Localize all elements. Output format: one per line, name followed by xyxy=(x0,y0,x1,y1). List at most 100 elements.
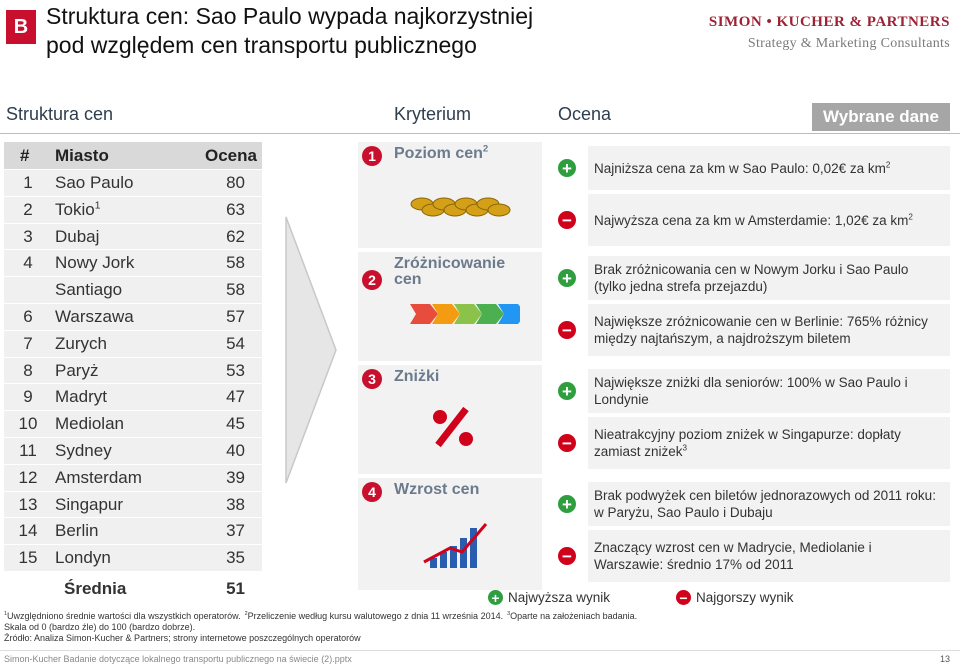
criterion-text: Wzrost cen xyxy=(394,481,480,498)
city: Mediolan xyxy=(55,414,124,434)
data-text: Najwyższa cena za km w Amsterdamie: 1,02… xyxy=(594,212,913,229)
criterion-number: 3 xyxy=(362,369,382,389)
row-bg xyxy=(4,491,262,518)
city-name: Warszawa xyxy=(55,307,134,326)
data-item: Znaczący wzrost cen w Madrycie, Mediolan… xyxy=(588,530,950,582)
row-bg xyxy=(4,330,262,357)
city: Dubaj xyxy=(55,227,99,247)
footnote-text: Uwzględniono średnie wartości dla wszyst… xyxy=(7,611,241,621)
rating-icon: − xyxy=(558,321,576,339)
criterion-label: Wzrost cen xyxy=(394,482,524,498)
footnote-text: Oparte na założeniach badania. xyxy=(510,611,638,621)
column-header: Ocena xyxy=(205,146,257,165)
city: Sao Paulo xyxy=(55,173,133,193)
criterion-bg xyxy=(358,365,542,474)
criterion-text: Zróżnicowanie cen xyxy=(394,255,506,288)
legend-icon: + xyxy=(488,590,503,605)
city: Singapur xyxy=(55,495,123,515)
score: 47 xyxy=(226,387,245,407)
data-text-body: Nieatrakcyjny poziom zniżek w Singapurze… xyxy=(594,427,901,459)
score: 53 xyxy=(226,360,245,380)
data-text-body: Brak zróżnicowania cen w Nowym Jorku i S… xyxy=(594,262,909,294)
row-bg xyxy=(4,170,262,196)
footnote-number: 1 xyxy=(4,611,7,617)
city-name: Amsterdam xyxy=(55,467,142,487)
rising-arrow xyxy=(423,523,488,564)
row-bg xyxy=(4,277,262,303)
percent-dot xyxy=(459,432,473,446)
footnotes: 1Uwzględniono średnie wartości dla wszys… xyxy=(4,611,641,621)
city-name: Madryt xyxy=(55,387,107,407)
zone-arrow xyxy=(454,304,482,324)
row-bg xyxy=(4,438,262,464)
zone-arrow xyxy=(476,304,504,324)
footer-rule xyxy=(0,650,960,651)
data-text: Największe zróżnicowanie cen w Berlinie:… xyxy=(594,313,944,347)
data-item: Brak podwyżek cen biletów jednorazowych … xyxy=(588,482,950,526)
score: 62 xyxy=(226,226,245,246)
rank: 1 xyxy=(23,173,33,192)
row-bg xyxy=(4,250,262,277)
score: 54 xyxy=(226,333,245,353)
rank: 4 xyxy=(23,253,33,273)
city: Londyn xyxy=(55,548,111,568)
title-line: pod względem cen transportu publicznego xyxy=(46,32,477,58)
data-text: Nieatrakcyjny poziom zniżek w Singapurze… xyxy=(594,426,944,460)
legend-label: Najwyższa wynik xyxy=(508,590,611,605)
criterion-text: Zniżki xyxy=(394,368,440,385)
data-item: Brak zróżnicowania cen w Nowym Jorku i S… xyxy=(588,256,950,300)
footnote-ref: 2 xyxy=(885,160,891,169)
footnote-text: Przeliczenie według kursu walutowego z d… xyxy=(247,611,504,621)
data-text: Brak zróżnicowania cen w Nowym Jorku i S… xyxy=(594,261,944,295)
score: 37 xyxy=(226,521,245,541)
score: 80 xyxy=(226,173,245,192)
page-number: 13 xyxy=(939,654,950,664)
city: Madryt xyxy=(55,387,107,407)
data-text-body: Znaczący wzrost cen w Madrycie, Mediolan… xyxy=(594,540,872,572)
percent-dot xyxy=(433,410,447,424)
criterion-number: 1 xyxy=(362,146,382,166)
data-item: Największe zróżnicowanie cen w Berlinie:… xyxy=(588,304,950,356)
criterion-number: 4 xyxy=(362,482,382,502)
logo-tagline: Strategy & Marketing Consultants xyxy=(747,36,950,51)
criterion-illustration xyxy=(423,523,488,568)
average-score: 51 xyxy=(226,579,245,598)
city-name: Nowy Jork xyxy=(55,253,135,273)
criterion-label: Zróżnicowanie cen xyxy=(394,256,524,288)
data-text-body: Brak podwyżek cen biletów jednorazowych … xyxy=(594,488,936,520)
rating-icon: − xyxy=(558,211,576,229)
score: 38 xyxy=(226,494,245,514)
city: Amsterdam xyxy=(55,468,142,488)
city: Sydney xyxy=(55,441,112,461)
chevron-shape xyxy=(285,216,337,484)
zone-arrow xyxy=(432,304,460,324)
city-name: Sao Paulo xyxy=(55,173,134,192)
city: Santiago xyxy=(55,280,122,300)
criterion-bg xyxy=(358,142,542,248)
score: 58 xyxy=(226,253,245,273)
score: 40 xyxy=(226,441,245,460)
rank: 13 xyxy=(18,494,38,514)
title-line: Struktura cen: Sao Paulo wypada najkorzy… xyxy=(46,3,534,29)
rising-bar xyxy=(460,538,467,568)
section-heading: Ocena xyxy=(558,104,612,124)
city-name: Mediolan xyxy=(55,414,124,434)
criterion-label: Poziom cen2 xyxy=(394,144,524,162)
criterion-illustration xyxy=(433,406,473,448)
data-text: Brak podwyżek cen biletów jednorazowych … xyxy=(594,487,944,521)
rating-icon: − xyxy=(558,547,576,565)
city-name: Santiago xyxy=(55,280,123,300)
legend-label: Najgorszy wynik xyxy=(696,590,794,605)
data-text-body: Najniższa cena za km w Sao Paulo: 0,02€ … xyxy=(594,160,886,176)
score: 63 xyxy=(226,199,245,219)
score: 45 xyxy=(226,414,245,434)
row-bg xyxy=(4,196,262,223)
footnote-ref: 3 xyxy=(682,443,688,453)
footnote-number: 2 xyxy=(244,611,248,617)
scale-note: Skala od 0 (bardzo źle) do 100 (bardzo d… xyxy=(4,622,196,632)
criterion-text: Poziom cen xyxy=(394,145,483,162)
rating-icon: + xyxy=(558,269,576,287)
average-label: Średnia xyxy=(64,579,127,598)
criterion-illustration xyxy=(410,304,520,324)
data-item: Najniższa cena za km w Sao Paulo: 0,02€ … xyxy=(588,146,950,190)
